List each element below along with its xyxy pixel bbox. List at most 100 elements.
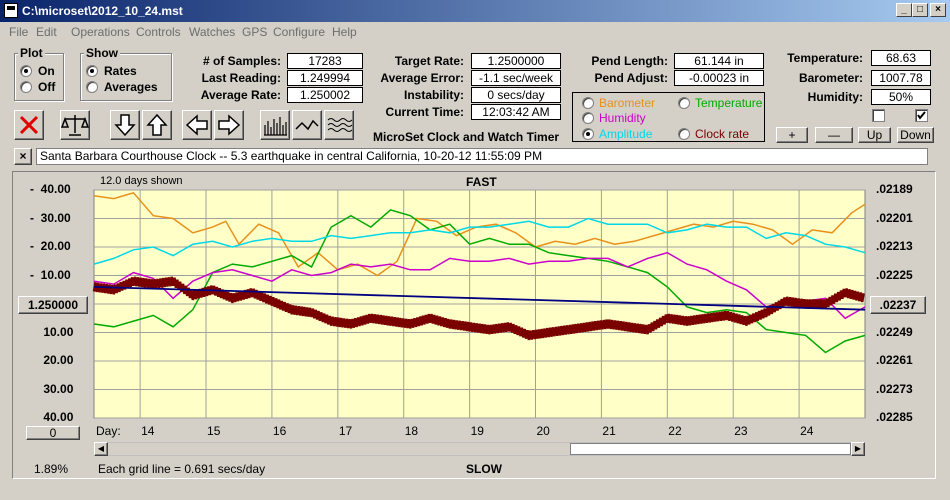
pend-adjust-label: Pend Adjust:: [594, 71, 668, 85]
show-group-title: Show: [84, 46, 120, 60]
humidity-radio[interactable]: [582, 112, 594, 124]
down-button[interactable]: Down: [897, 127, 934, 143]
line-graph-button[interactable]: [292, 110, 322, 140]
arrow-right-icon: [218, 114, 241, 136]
day-axis-label: Day:: [96, 424, 121, 438]
left-tick-label: 20.00: [30, 353, 74, 367]
temperature-label: Temperature:: [787, 51, 863, 65]
menu-gps[interactable]: GPS: [242, 25, 268, 39]
left-tick-label: - 10.00: [30, 267, 71, 282]
x-tick-label: 24: [800, 424, 814, 438]
amplitude-radio[interactable]: [582, 128, 594, 140]
average-rate-label: Average Rate:: [200, 88, 281, 102]
menu-bar: File Edit Operations Controls Watches GP…: [0, 22, 950, 42]
clockrate-radio[interactable]: [678, 128, 690, 140]
balance-button[interactable]: [60, 110, 90, 140]
amplitude-series-label: Amplitude: [599, 127, 653, 141]
pend-length-value[interactable]: 61.144 in: [674, 53, 764, 69]
barometer-label: Barometer:: [798, 71, 863, 85]
arrow-left-icon: [185, 114, 208, 136]
scroll-track[interactable]: [108, 443, 570, 455]
minus-button[interactable]: —: [815, 127, 853, 143]
last-reading-label: Last Reading:: [201, 71, 281, 85]
menu-edit[interactable]: Edit: [36, 25, 57, 39]
instability-value: 0 secs/day: [471, 87, 561, 103]
humidity-label: Humidity:: [807, 90, 863, 104]
env-checkbox-1[interactable]: [872, 109, 885, 122]
maximize-button[interactable]: □: [912, 3, 928, 17]
stop-button[interactable]: [14, 110, 44, 140]
right-arrow-button[interactable]: [214, 110, 244, 140]
temperature-series-label: Temperature: [695, 96, 763, 110]
temperature-value: 68.63: [871, 50, 931, 66]
right-value-button[interactable]: .02237: [870, 296, 926, 314]
arrow-up-icon: [146, 113, 168, 136]
right-tick-label: .02225: [876, 267, 913, 282]
left-arrow-button[interactable]: [182, 110, 212, 140]
temperature-radio[interactable]: [678, 97, 690, 109]
close-window-button[interactable]: ×: [930, 3, 946, 17]
left-value-button[interactable]: 1.250000: [18, 296, 88, 314]
up-arrow-button[interactable]: [142, 110, 172, 140]
plot-group-title: Plot: [18, 46, 45, 60]
menu-configure[interactable]: Configure: [273, 25, 326, 39]
menu-file[interactable]: File: [9, 25, 29, 39]
line-graph-icon: [295, 119, 319, 131]
scroll-right-button[interactable]: ▶: [851, 442, 865, 456]
show-group: [80, 53, 172, 101]
histogram-button[interactable]: [260, 110, 290, 140]
slow-label: SLOW: [466, 462, 502, 476]
left-tick-label: - 20.00: [30, 239, 71, 253]
barometer-radio[interactable]: [582, 97, 594, 109]
plus-button[interactable]: +: [776, 127, 808, 143]
clockrate-series-label: Clock rate: [695, 127, 750, 141]
instability-label: Instability:: [403, 88, 464, 102]
menu-help[interactable]: Help: [332, 25, 357, 39]
title-bar: C:\microset\2012_10_24.mst _ □ ×: [0, 0, 950, 22]
average-rate-value: 1.250002: [287, 87, 363, 103]
plot-on-label: On: [38, 64, 55, 78]
series-temperature: [93, 209, 866, 354]
pend-length-label: Pend Length:: [591, 54, 668, 68]
show-rates-radio[interactable]: [86, 65, 98, 77]
show-averages-radio[interactable]: [86, 81, 98, 93]
series-avg: [93, 286, 866, 311]
samples-value: 17283: [287, 53, 363, 69]
target-rate-label: Target Rate:: [394, 54, 464, 68]
grid-note: Each grid line = 0.691 secs/day: [98, 462, 266, 476]
note-field[interactable]: Santa Barbara Courthouse Clock -- 5.3 ea…: [36, 148, 928, 165]
show-averages-label: Averages: [104, 80, 158, 94]
minimize-button[interactable]: _: [896, 3, 912, 17]
scroll-thumb[interactable]: [570, 443, 851, 455]
plot-off-radio[interactable]: [20, 81, 32, 93]
x-tick-label: 19: [470, 424, 484, 438]
clear-note-button[interactable]: ×: [14, 148, 32, 165]
plot-on-radio[interactable]: [20, 65, 32, 77]
fast-label: FAST: [466, 175, 497, 189]
menu-operations[interactable]: Operations: [71, 25, 130, 39]
zero-button[interactable]: 0: [26, 426, 80, 440]
menu-controls[interactable]: Controls: [136, 25, 181, 39]
humidity-series-label: Humidity: [599, 111, 646, 125]
x-tick-label: 17: [338, 424, 353, 438]
right-tick-label: .02249: [876, 324, 913, 339]
average-error-label: Average Error:: [380, 71, 464, 85]
last-reading-value: 1.249994: [287, 70, 363, 86]
days-shown-label: 12.0 days shown: [100, 175, 183, 187]
down-arrow-button[interactable]: [110, 110, 140, 140]
menu-watches[interactable]: Watches: [189, 25, 236, 39]
x-tick-label: 23: [734, 424, 748, 438]
up-button[interactable]: Up: [858, 127, 891, 143]
grid-lines: [94, 189, 865, 419]
env-checkbox-2[interactable]: [915, 109, 928, 122]
left-tick-label: - 30.00: [30, 210, 71, 225]
wave-graph-button[interactable]: [324, 110, 354, 140]
left-tick-label: 10.00: [30, 324, 74, 339]
show-rates-label: Rates: [104, 64, 137, 78]
pend-adjust-value: -0.00023 in: [674, 70, 764, 86]
target-rate-value[interactable]: 1.2500000: [471, 53, 561, 69]
left-tick-label: 40.00: [30, 410, 74, 424]
scroll-left-button[interactable]: ◀: [94, 442, 108, 456]
series-amplitude: [93, 217, 866, 265]
